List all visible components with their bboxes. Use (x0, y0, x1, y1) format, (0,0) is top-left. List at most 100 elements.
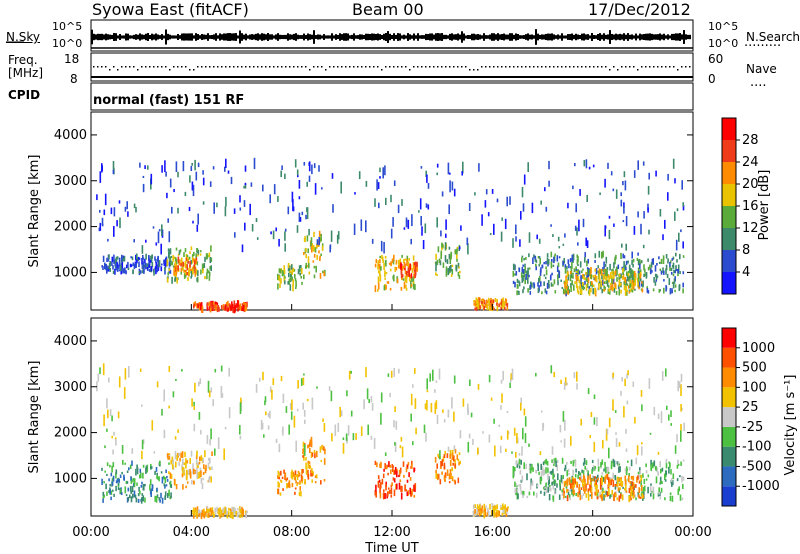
heatmap-cell (550, 261, 553, 269)
heatmap-cell (559, 479, 561, 486)
nsky-sample (561, 33, 563, 41)
heatmap-cell (416, 267, 418, 272)
heatmap-cell (637, 160, 639, 170)
nsky-sample (97, 33, 99, 41)
heatmap-cell (278, 238, 280, 247)
heatmap-cell (603, 274, 605, 279)
heatmap-cell (445, 233, 447, 238)
heatmap-cell (520, 459, 522, 465)
heatmap-cell (340, 181, 342, 194)
heatmap-cell (527, 277, 529, 284)
heatmap-cell (620, 199, 623, 207)
heatmap-cell (518, 267, 521, 273)
heatmap-cell (395, 259, 398, 264)
freq-top-tick: 18 (64, 52, 80, 66)
heatmap-cell (565, 495, 567, 498)
heatmap-cell (494, 445, 496, 457)
heatmap-cell (398, 368, 400, 374)
heatmap-cell (386, 464, 388, 468)
heatmap-cell (146, 267, 149, 270)
heatmap-cell (288, 424, 290, 435)
heatmap-cell (224, 304, 227, 311)
freq-sample (517, 66, 519, 68)
heatmap-cell (401, 266, 404, 271)
heatmap-cell (101, 265, 103, 268)
heatmap-cell (620, 479, 622, 486)
heatmap-cell (295, 474, 298, 477)
heatmap-cell (306, 235, 309, 242)
heatmap-cell (618, 442, 621, 447)
heatmap-cell (207, 462, 210, 466)
nsky-sample (215, 33, 217, 41)
heatmap-cell (112, 169, 115, 175)
nsearch-label: N.Search (746, 30, 800, 44)
heatmap-cell (170, 261, 172, 266)
heatmap-cell (451, 467, 453, 472)
heatmap-cell (236, 508, 239, 511)
heatmap-cell (241, 305, 243, 308)
heatmap-cell (454, 249, 457, 255)
heatmap-cell (444, 242, 447, 250)
heatmap-cell (564, 377, 567, 386)
nsky-sample (639, 33, 641, 41)
heatmap-cell (120, 268, 122, 275)
nsky-sample (109, 34, 111, 40)
heatmap-cell (220, 386, 223, 398)
heatmap-cell (182, 266, 184, 271)
heatmap-cell (543, 469, 546, 476)
heatmap-cell (510, 377, 512, 383)
nsky-sample (169, 34, 171, 40)
heatmap-cell (579, 261, 582, 268)
heatmap-cell (216, 506, 218, 512)
heatmap-cell (292, 206, 295, 212)
heatmap-cell (483, 305, 485, 310)
heatmap-cell (608, 477, 610, 483)
heatmap-cell (387, 487, 390, 490)
heatmap-cell (594, 260, 596, 263)
heatmap-cell (399, 445, 402, 449)
heatmap-cell (529, 484, 532, 490)
heatmap-cell (285, 406, 288, 413)
heatmap-cell (385, 466, 388, 470)
heatmap-cell (651, 490, 653, 493)
heatmap-cell (456, 254, 458, 259)
heatmap-cell (197, 304, 199, 309)
freq-sample (269, 66, 271, 68)
heatmap-cell (331, 433, 333, 442)
heatmap-cell (521, 267, 524, 274)
heatmap-cell (141, 270, 144, 274)
heatmap-cell (436, 274, 438, 277)
heatmap-cell (583, 276, 585, 280)
heatmap-cell (487, 212, 490, 217)
heatmap-cell (292, 284, 294, 292)
heatmap-cell (210, 428, 212, 440)
heatmap-cell (653, 460, 656, 467)
heatmap-cell (315, 265, 317, 273)
colorbar-segment (722, 426, 736, 447)
heatmap-cell (239, 508, 242, 514)
heatmap-cell (602, 269, 605, 273)
heatmap-cell (550, 365, 553, 374)
heatmap-cell (604, 475, 607, 479)
heatmap-cell (575, 481, 578, 486)
heatmap-cell (164, 160, 166, 173)
heatmap-cell (222, 507, 225, 513)
heatmap-cell (672, 281, 675, 289)
heatmap-cell (302, 441, 305, 448)
heatmap-cell (610, 171, 613, 176)
freq-sample (657, 66, 659, 68)
heatmap-cell (168, 259, 171, 265)
heatmap-cell (575, 468, 577, 473)
heatmap-cell (101, 165, 103, 172)
heatmap-cell (277, 481, 279, 488)
heatmap-cell (486, 512, 489, 517)
heatmap-cell (157, 231, 160, 244)
heatmap-cell (650, 486, 652, 493)
freq-sample (105, 66, 107, 68)
heatmap-cell (514, 481, 516, 487)
heatmap-cell (593, 476, 595, 482)
heatmap-cell (165, 256, 168, 264)
heatmap-cell (677, 459, 679, 465)
nsky-sample (675, 33, 677, 41)
heatmap-cell (669, 288, 672, 295)
